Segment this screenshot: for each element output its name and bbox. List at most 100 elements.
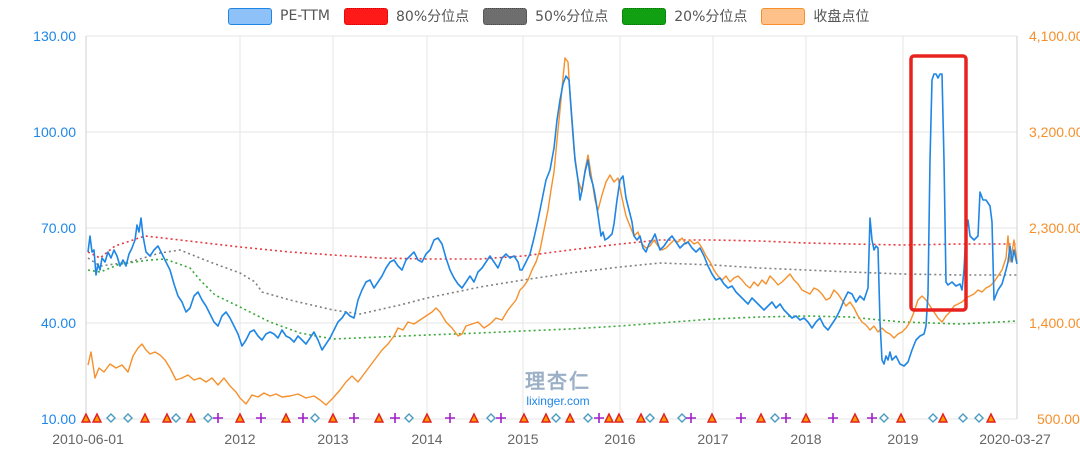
legend-label: 80%分位点: [396, 9, 470, 25]
triangle-markers: [80, 412, 997, 423]
series-p20-line: [87, 258, 1018, 340]
triangle-icon: [985, 412, 997, 423]
legend-swatch-close: [761, 7, 806, 25]
legend-label: 收盘点位: [813, 9, 870, 25]
watermark-en: lixinger.com: [526, 394, 589, 408]
y-tick-right: 500.00: [1037, 411, 1080, 427]
diamond-icon: [404, 413, 414, 423]
highlight-box: [909, 54, 968, 312]
triangle-icon: [421, 412, 433, 423]
triangle-icon: [139, 412, 151, 423]
plus-icon: [686, 413, 696, 423]
triangle-icon: [658, 412, 670, 423]
plus-icon: [496, 413, 506, 423]
legend-label: PE-TTM: [280, 8, 330, 24]
x-tick: 2016: [604, 431, 635, 447]
chart-legend: PE-TTM 80%分位点 50%分位点 20%分位点 收盘点位: [228, 6, 883, 26]
x-tick: 2014: [411, 431, 442, 447]
triangle-icon: [234, 412, 246, 423]
plus-icon: [298, 413, 308, 423]
series-p50-line: [87, 249, 1017, 315]
y-tick-left: 10.00: [41, 411, 76, 427]
legend-item-p20[interactable]: 20%分位点: [622, 6, 747, 26]
y-tick-left: 70.00: [41, 220, 76, 236]
diamond-icon: [171, 413, 181, 423]
event-markers: [80, 412, 997, 423]
plus-icon: [594, 413, 604, 423]
triangle-icon: [800, 412, 812, 423]
legend-item-close[interactable]: 收盘点位: [761, 6, 869, 26]
legend-item-pe-ttm[interactable]: PE-TTM: [228, 7, 330, 25]
triangle-icon: [468, 412, 480, 423]
y-tick-left: 40.00: [41, 315, 76, 331]
y-tick-right: 1,400.00: [1029, 315, 1080, 331]
grid: [85, 35, 1018, 420]
y-tick-right: 4,100.00: [1029, 28, 1080, 44]
diamond-icon: [770, 413, 780, 423]
right-axis: 4,100.00 3,200.00 2,300.00 1,400.00 500.…: [1029, 28, 1080, 427]
plus-icon: [213, 413, 223, 423]
plus-icon: [256, 413, 266, 423]
legend-item-p80[interactable]: 80%分位点: [344, 6, 469, 26]
diamond-icon: [677, 413, 687, 423]
left-axis: 130.00 100.00 70.00 40.00 10.00: [33, 28, 76, 427]
legend-item-p50[interactable]: 50%分位点: [483, 6, 608, 26]
diamond-icon: [879, 413, 889, 423]
triangle-icon: [327, 412, 339, 423]
diamond-icon: [106, 413, 116, 423]
plus-icon: [781, 413, 791, 423]
diamond-icon: [928, 413, 938, 423]
watermark: 理杏仁 lixinger.com: [525, 369, 591, 408]
legend-label: 50%分位点: [535, 9, 609, 25]
legend-swatch-p20: [622, 7, 667, 25]
x-tick: 2018: [790, 431, 821, 447]
triangle-icon: [895, 412, 907, 423]
y-tick-right: 2,300.00: [1029, 220, 1080, 236]
x-tick: 2012: [224, 431, 255, 447]
plus-icon: [828, 413, 838, 423]
triangle-icon: [564, 412, 576, 423]
y-tick-left: 130.00: [33, 28, 76, 44]
triangle-icon: [706, 412, 718, 423]
y-tick-right: 3,200.00: [1029, 124, 1080, 140]
plus-icon: [349, 413, 359, 423]
triangle-icon: [755, 412, 767, 423]
triangle-icon: [849, 412, 861, 423]
diamond-icon: [974, 413, 984, 423]
triangle-icon: [280, 412, 292, 423]
diamond-icon: [583, 413, 593, 423]
plus-icon: [390, 413, 400, 423]
diamond-icon: [310, 413, 320, 423]
x-axis: 2010-06-01 2012 2013 2014 2015 2016 2017…: [52, 431, 1051, 447]
triangle-icon: [635, 412, 647, 423]
x-tick: 2010-06-01: [52, 431, 124, 447]
triangle-icon: [373, 412, 385, 423]
x-tick: 2020-03-27: [979, 431, 1051, 447]
plus-markers: [213, 413, 877, 423]
diamond-icon: [551, 413, 561, 423]
legend-swatch-p50: [483, 7, 528, 25]
series-pe-ttm-line: [87, 73, 1018, 367]
diamond-markers: [106, 413, 984, 423]
diamond-icon: [486, 413, 496, 423]
diamond-icon: [958, 413, 968, 423]
plus-icon: [445, 413, 455, 423]
triangle-icon: [161, 412, 173, 423]
triangle-icon: [937, 412, 949, 423]
series-close-line: [87, 57, 1018, 406]
triangle-icon: [185, 412, 197, 423]
legend-swatch-p80: [344, 7, 388, 25]
x-tick: 2019: [887, 431, 918, 447]
diamond-icon: [203, 413, 213, 423]
triangle-icon: [603, 412, 615, 423]
x-tick: 2013: [317, 431, 348, 447]
legend-swatch-pe-ttm: [228, 7, 272, 25]
triangle-icon: [518, 412, 530, 423]
x-tick: 2017: [697, 431, 728, 447]
legend-label: 20%分位点: [674, 9, 748, 25]
y-tick-left: 100.00: [33, 124, 76, 140]
triangle-icon: [80, 412, 92, 423]
diamond-icon: [645, 413, 655, 423]
watermark-cn: 理杏仁: [525, 369, 591, 393]
